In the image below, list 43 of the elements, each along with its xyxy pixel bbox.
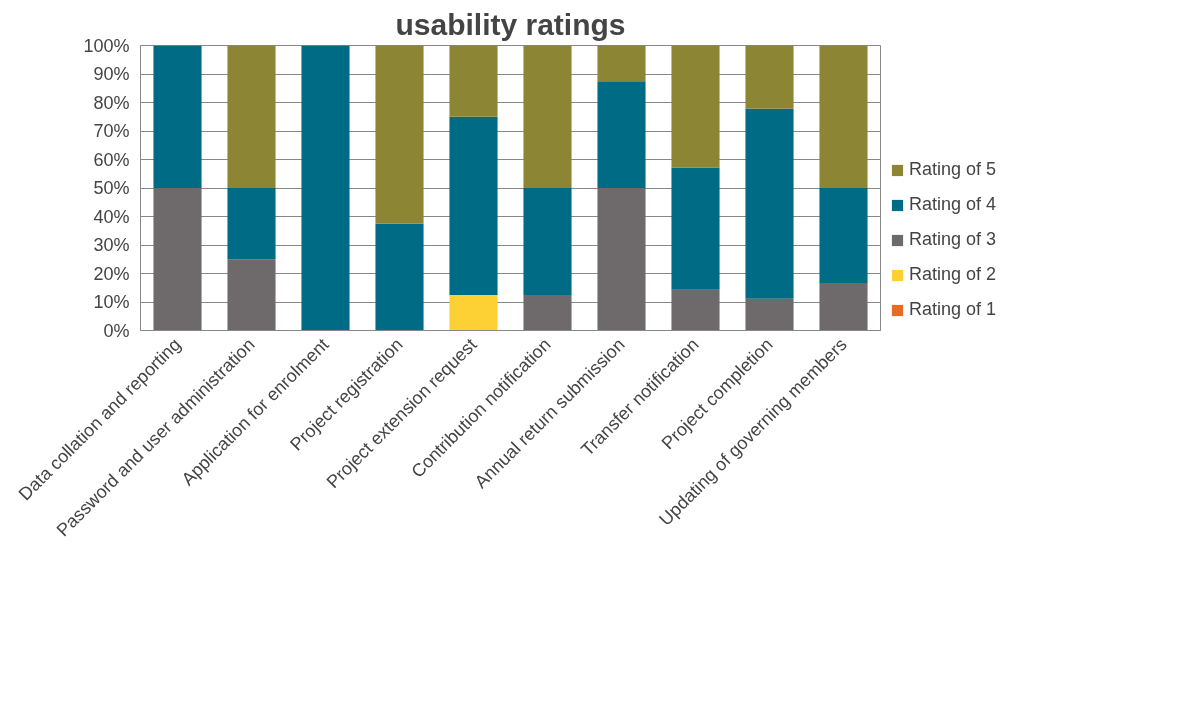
- bar: [819, 188, 868, 283]
- bar: [449, 45, 498, 117]
- y-tick-label: 80%: [93, 92, 130, 113]
- bar: [449, 116, 498, 295]
- y-tick-label: 100%: [83, 35, 130, 56]
- bar: [523, 45, 572, 188]
- legend-label: Rating of 3: [909, 229, 997, 250]
- bar: [227, 259, 276, 331]
- bar: [671, 289, 720, 331]
- bar: [597, 188, 646, 331]
- y-tick-label: 20%: [93, 263, 130, 284]
- bar: [375, 45, 424, 224]
- y-tick-label: 90%: [93, 64, 130, 84]
- y-tick-label: 30%: [93, 235, 130, 255]
- y-tick-label: 40%: [93, 206, 130, 227]
- bar: [523, 188, 572, 295]
- bar: [745, 108, 794, 299]
- y-tick-label: 70%: [93, 121, 130, 141]
- legend-label: Rating of 5: [909, 159, 997, 180]
- y-tick-label: 50%: [93, 178, 130, 198]
- bar: [671, 45, 720, 168]
- bar: [227, 45, 276, 188]
- y-tick-label: 10%: [93, 292, 130, 312]
- bar: [745, 298, 794, 331]
- bar: [819, 45, 868, 188]
- y-tick-label: 0%: [103, 320, 130, 341]
- y-tick-label: 60%: [93, 149, 130, 170]
- bar: [745, 45, 794, 109]
- chart-title: usability ratings: [395, 7, 626, 41]
- bar: [227, 188, 276, 260]
- bar: [375, 223, 424, 331]
- bar: [597, 81, 646, 188]
- bar: [301, 45, 350, 331]
- bar: [523, 294, 572, 331]
- bar: [449, 294, 498, 331]
- bar: [153, 45, 202, 188]
- legend-label: Rating of 2: [909, 264, 997, 285]
- legend-label: Rating of 1: [909, 299, 997, 320]
- legend-label: Rating of 4: [909, 194, 997, 215]
- bar: [153, 188, 202, 331]
- bar: [819, 282, 868, 331]
- bar: [597, 45, 646, 82]
- bar: [671, 167, 720, 290]
